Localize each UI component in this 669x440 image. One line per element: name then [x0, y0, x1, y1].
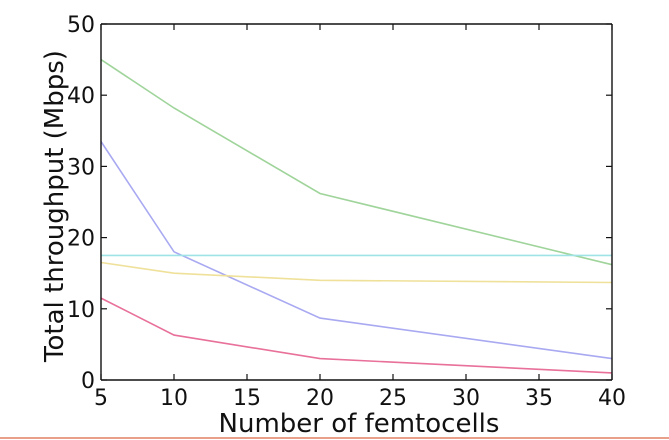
y-tick-label: 40: [67, 84, 95, 109]
series-line-1: [100, 58, 613, 266]
y-tick-label: 10: [67, 298, 95, 323]
x-tick-label: 10: [160, 386, 188, 411]
series-line-2: [100, 141, 613, 360]
y-tick-label: 20: [67, 227, 95, 252]
series-line-4: [100, 261, 613, 284]
x-tick-label: 15: [233, 386, 261, 411]
x-tick-label: 30: [452, 386, 480, 411]
series-line-5: [100, 297, 613, 374]
y-tick-label: 0: [81, 369, 95, 394]
series-layer: [100, 58, 613, 374]
y-tick-label: 50: [67, 13, 95, 38]
ticks-layer: 5 10 15 20 25 30 35 40 0 10 20 30 40 50: [67, 13, 626, 411]
x-axis-title: Number of femtocells: [219, 409, 500, 439]
x-tick-label: 5: [94, 386, 108, 411]
y-axis-title: Total throughput (Mbps): [40, 50, 70, 363]
y-tick-label: 30: [67, 155, 95, 180]
x-tick-label: 20: [306, 386, 334, 411]
x-tick-label: 40: [598, 386, 626, 411]
x-tick-label: 35: [525, 386, 553, 411]
axes-layer: [100, 23, 613, 381]
x-tick-label: 25: [379, 386, 407, 411]
